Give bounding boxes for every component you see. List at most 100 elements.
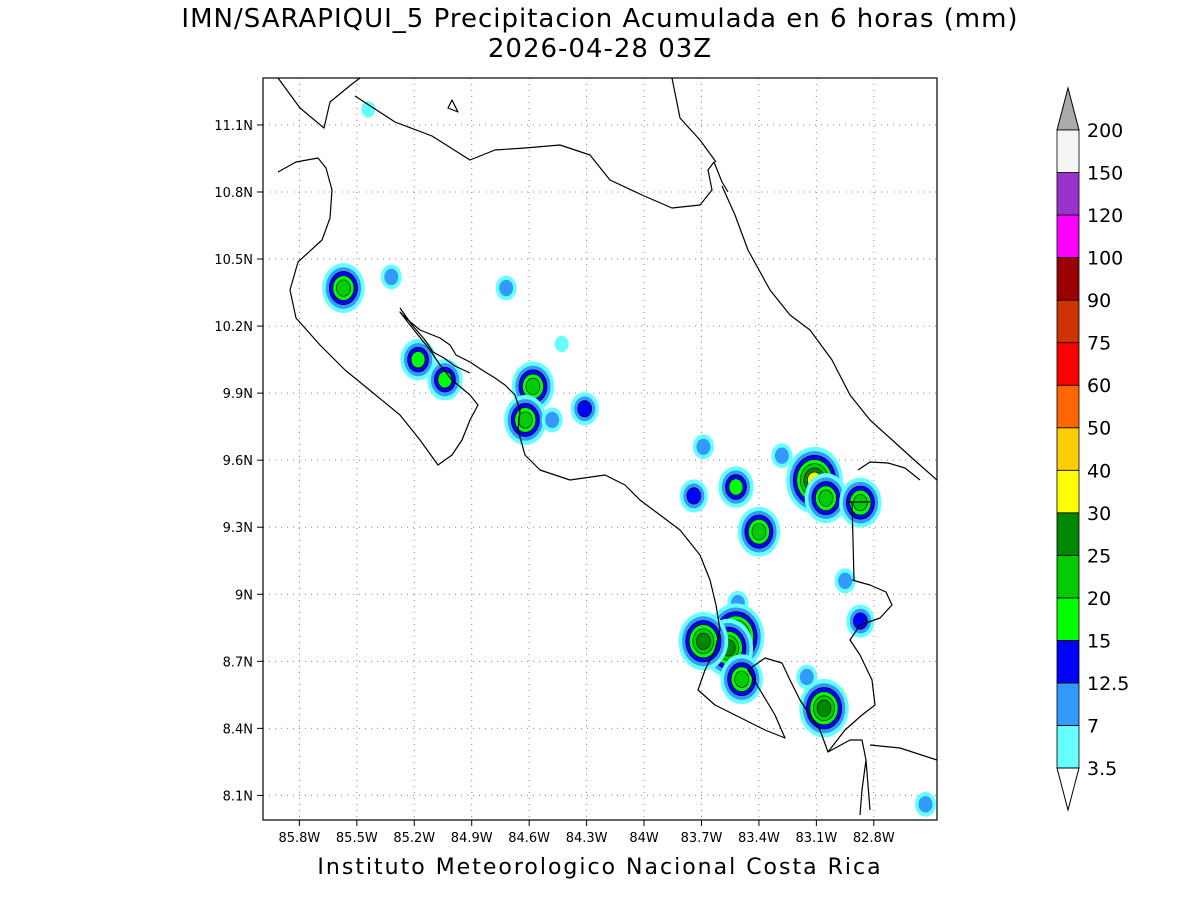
panama-border (848, 461, 921, 581)
lat-tick-label: 10.8N (214, 186, 253, 201)
lat-tick-label: 10.5N (214, 253, 253, 268)
map-title: IMN/SARAPIQUI_5 Precipitacion Acumulada … (181, 4, 1019, 34)
lon-tick-label: 83.4W (738, 831, 780, 846)
precip-cell (679, 479, 708, 513)
precip-contour-level-4 (437, 371, 453, 389)
precip-contour-level-5 (853, 494, 868, 512)
precip-contour-level-3 (853, 612, 868, 630)
legend-color-swatch (1056, 682, 1080, 726)
lat-tick-label: 9N (235, 588, 253, 603)
legend-color-swatch (1056, 342, 1080, 386)
coastline-borders (277, 78, 937, 816)
legend-color-swatch (1056, 214, 1080, 258)
precip-contour-level-6 (816, 699, 832, 717)
precip-contour-level-6 (696, 632, 711, 650)
legend-level-label: 30 (1087, 503, 1111, 525)
legend-over-arrow (1056, 86, 1080, 131)
legend-level-label: 60 (1087, 375, 1111, 397)
caribbean-coastline (721, 185, 937, 481)
lat-tick-label: 9.9N (223, 387, 253, 402)
lon-tick-label: 83.7W (681, 831, 723, 846)
lat-tick-label: 11.1N (214, 119, 253, 134)
map-subtitle-datetime: 2026-04-28 03Z (487, 34, 713, 64)
legend-level-label: 200 (1087, 120, 1123, 142)
precip-cell (427, 358, 463, 401)
lat-tick-label: 8.1N (223, 789, 253, 804)
map-frame-border (262, 77, 938, 821)
precip-contour-level-5 (818, 489, 834, 507)
precip-cell (400, 338, 436, 381)
legend-color-swatch (1056, 299, 1080, 344)
precip-contour-level-5 (518, 411, 533, 429)
legend-color-swatch (1056, 597, 1080, 641)
legend-level-label: 20 (1087, 588, 1111, 610)
precip-cell (361, 101, 376, 118)
lon-tick-label: 85.2W (393, 831, 435, 846)
precip-cell (541, 407, 563, 433)
precip-cell (322, 263, 365, 314)
precip-contour-level-4 (728, 478, 744, 496)
precip-cell (511, 361, 555, 412)
legend-under-arrow (1056, 767, 1080, 812)
legend-color-swatch (1056, 129, 1080, 173)
precip-cell (771, 443, 793, 469)
lon-tick-label: 85.8W (278, 831, 320, 846)
legend-color-swatch (1056, 384, 1080, 429)
island-outline (447, 99, 459, 113)
precip-cell (839, 477, 882, 528)
precip-cell (796, 664, 818, 690)
precip-contour-level-2 (799, 668, 814, 686)
precip-cell (380, 264, 402, 290)
precip-contour-level-5 (734, 670, 749, 688)
legend-level-label: 3.5 (1087, 758, 1117, 780)
precip-contour-level-5 (336, 279, 351, 297)
lat-tick-label: 8.7N (223, 655, 253, 670)
precip-cell (834, 568, 856, 594)
lon-tick-label: 84.9W (451, 831, 493, 846)
precip-cell (495, 275, 517, 301)
lon-tick-label: 84W (629, 831, 659, 846)
lon-tick-label: 84.6W (508, 831, 550, 846)
legend-color-swatch (1056, 257, 1080, 301)
gulf-of-nicoya-coast (399, 307, 471, 374)
precip-contour-level-1 (361, 101, 376, 118)
precip-cell (570, 392, 599, 426)
legend-level-label: 90 (1087, 290, 1111, 312)
precip-contour-level-1 (554, 335, 569, 353)
legend-level-label: 150 (1087, 163, 1123, 185)
precipitation-colorbar: 3.5 7 12.5 15 20 25 30 40 50 60 75 90 100 120 150 200 (1056, 86, 1129, 812)
legend-color-swatch (1056, 469, 1080, 514)
precip-cell (718, 466, 754, 508)
precip-contour-level-2 (499, 279, 514, 297)
precip-contour-level-4 (410, 351, 426, 369)
legend-level-label: 50 (1087, 418, 1111, 440)
legend-level-label: 25 (1087, 545, 1111, 567)
precip-contour-level-2 (545, 411, 560, 429)
precip-contour-level-5 (525, 377, 541, 395)
precip-cell (554, 335, 569, 353)
precip-cell (914, 791, 937, 817)
precip-cell (692, 434, 714, 460)
legend-level-label: 7 (1087, 715, 1099, 737)
legend-color-swatch (1056, 512, 1080, 556)
northern-border-line (277, 78, 729, 209)
lon-tick-label: 85.5W (336, 831, 378, 846)
precip-contour-level-5 (751, 523, 767, 541)
legend-level-label: 12.5 (1087, 673, 1129, 695)
legend-level-label: 75 (1087, 333, 1111, 355)
pacific-coastline-north (277, 157, 893, 753)
lat-tick-label: 9.3N (223, 521, 253, 536)
precip-contour-level-3 (577, 400, 592, 418)
lon-tick-label: 82.8W (853, 831, 895, 846)
latitude-tick-labels: 11.1N 10.8N 10.5N 10.2N 9.9N 9.6N 9.3N 9N 8.7N 8.… (214, 119, 263, 804)
precip-contour-level-2 (838, 572, 853, 590)
lon-tick-label: 83.1W (795, 831, 837, 846)
precip-cell (846, 604, 875, 638)
lat-tick-label: 9.6N (223, 454, 253, 469)
lat-tick-label: 8.4N (223, 722, 253, 737)
precip-cell (720, 654, 763, 705)
legend-level-label: 15 (1087, 630, 1111, 652)
precip-contour-level-2 (774, 447, 789, 464)
precip-contour-level-2 (696, 438, 711, 455)
